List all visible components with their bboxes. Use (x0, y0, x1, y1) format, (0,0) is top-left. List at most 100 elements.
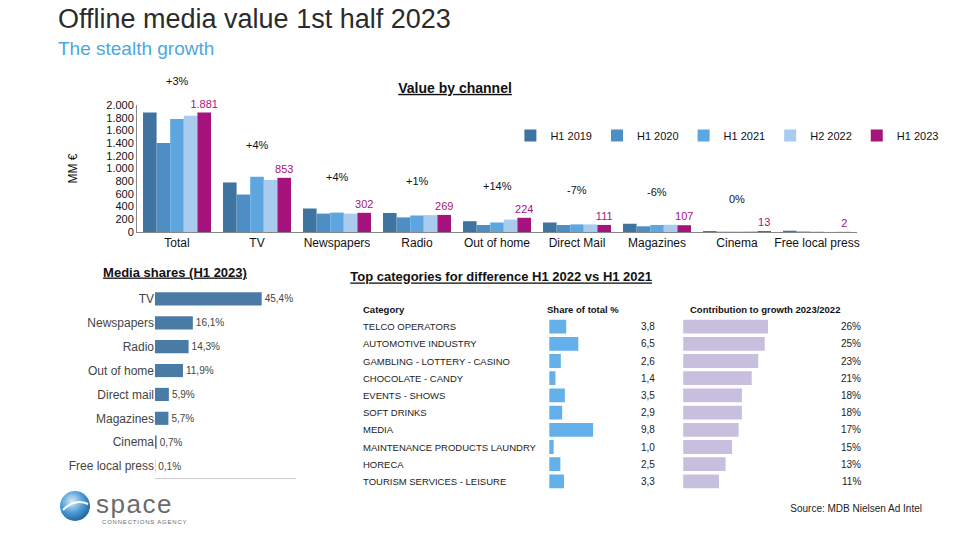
svg-text:2,9: 2,9 (641, 407, 655, 418)
svg-text:3,8: 3,8 (641, 321, 655, 332)
svg-text:Newspapers: Newspapers (87, 316, 154, 330)
svg-text:Free local press: Free local press (69, 459, 154, 473)
svg-text:14,3%: 14,3% (192, 341, 220, 352)
svg-text:3,5: 3,5 (641, 390, 655, 401)
svg-text:CHOCOLATE - CANDY: CHOCOLATE - CANDY (363, 373, 464, 384)
svg-text:1,0: 1,0 (641, 442, 655, 453)
svg-text:H1 2020: H1 2020 (637, 130, 679, 142)
svg-text:Radio: Radio (401, 236, 433, 250)
svg-text:space: space (96, 489, 173, 519)
svg-text:3,3: 3,3 (641, 476, 655, 487)
svg-text:Out of home: Out of home (464, 236, 530, 250)
svg-text:Radio: Radio (123, 340, 155, 354)
svg-text:H1 2019: H1 2019 (550, 130, 592, 142)
svg-text:-7%: -7% (567, 184, 587, 196)
svg-text:5,9%: 5,9% (172, 389, 195, 400)
svg-text:Contribution to growth 2023/20: Contribution to growth 2023/2022 (690, 304, 840, 315)
svg-text:25%: 25% (841, 338, 861, 349)
svg-text:1.600: 1.600 (106, 124, 134, 136)
svg-text:H2 2022: H2 2022 (810, 130, 852, 142)
svg-text:26%: 26% (841, 321, 861, 332)
svg-text:MM €: MM € (66, 153, 80, 183)
svg-text:6,5: 6,5 (641, 338, 655, 349)
svg-text:Total: Total (164, 236, 189, 250)
svg-text:0%: 0% (729, 193, 745, 205)
svg-text:224: 224 (515, 203, 533, 215)
svg-text:15%: 15% (841, 442, 861, 453)
svg-text:18%: 18% (841, 407, 861, 418)
svg-text:+14%: +14% (483, 180, 512, 192)
svg-text:2,5: 2,5 (641, 459, 655, 470)
svg-text:-6%: -6% (647, 186, 667, 198)
svg-text:5,7%: 5,7% (171, 413, 194, 424)
svg-text:H1 2021: H1 2021 (724, 130, 766, 142)
svg-text:800: 800 (115, 175, 133, 187)
svg-text:1.000: 1.000 (106, 162, 134, 174)
svg-text:Cinema: Cinema (716, 236, 758, 250)
svg-text:Cinema: Cinema (113, 435, 155, 449)
svg-text:45,4%: 45,4% (265, 293, 293, 304)
svg-text:MAINTENANCE PRODUCTS LAUNDRY: MAINTENANCE PRODUCTS LAUNDRY (363, 442, 537, 453)
html-text:Offline media value 1st half 2: Offline media value 1st half 2023 (58, 4, 451, 34)
svg-text:Out of home: Out of home (88, 364, 154, 378)
html-text:The stealth growth: The stealth growth (58, 38, 215, 59)
svg-text:Magazines: Magazines (628, 236, 686, 250)
svg-text:17%: 17% (841, 424, 861, 435)
svg-text:1.800: 1.800 (106, 112, 134, 124)
svg-text:1.400: 1.400 (106, 137, 134, 149)
svg-text:13%: 13% (841, 459, 861, 470)
svg-text:TV: TV (249, 236, 264, 250)
svg-text:1.200: 1.200 (106, 150, 134, 162)
svg-text:Top categories for difference: Top categories for difference H1 2022 vs… (350, 269, 652, 284)
svg-text:+4%: +4% (326, 171, 349, 183)
html-text:Source: MDB Nielsen Ad Intel: Source: MDB Nielsen Ad Intel (790, 503, 922, 514)
svg-text:HORECA: HORECA (363, 459, 404, 470)
svg-text:GAMBLING - LOTTERY - CASINO: GAMBLING - LOTTERY - CASINO (363, 356, 510, 367)
svg-text:600: 600 (115, 188, 133, 200)
svg-text:111: 111 (596, 210, 613, 222)
svg-text:+4%: +4% (246, 139, 269, 151)
svg-text:Direct mail: Direct mail (97, 388, 154, 402)
svg-text:MEDIA: MEDIA (363, 424, 394, 435)
svg-text:0,1%: 0,1% (158, 461, 181, 472)
svg-text:11%: 11% (842, 476, 861, 487)
svg-text:200: 200 (115, 213, 133, 225)
svg-text:Direct Mail: Direct Mail (549, 236, 606, 250)
svg-text:CONNECTIONS AGENCY: CONNECTIONS AGENCY (102, 519, 187, 525)
svg-text:302: 302 (355, 198, 373, 210)
svg-text:Value by channel: Value by channel (398, 80, 512, 96)
svg-text:21%: 21% (841, 373, 861, 384)
svg-text:H1 2023: H1 2023 (897, 130, 939, 142)
svg-text:9,8: 9,8 (641, 424, 655, 435)
svg-text:Category: Category (363, 304, 405, 315)
svg-text:Media shares (H1 2023): Media shares (H1 2023) (103, 265, 247, 280)
svg-text:1.881: 1.881 (190, 98, 218, 110)
svg-text:107: 107 (675, 210, 693, 222)
svg-text:16,1%: 16,1% (196, 317, 224, 328)
svg-text:853: 853 (275, 163, 293, 175)
svg-text:18%: 18% (841, 390, 861, 401)
svg-text:269: 269 (435, 200, 453, 212)
svg-text:2: 2 (841, 217, 847, 229)
svg-text:Share of total %: Share of total % (547, 304, 619, 315)
svg-text:11,9%: 11,9% (186, 365, 214, 376)
svg-text:Free local press: Free local press (774, 236, 859, 250)
svg-text:0,7%: 0,7% (160, 437, 183, 448)
svg-text:2.000: 2.000 (106, 99, 134, 111)
svg-text:EVENTS - SHOWS: EVENTS - SHOWS (363, 390, 445, 401)
svg-text:TELCO OPERATORS: TELCO OPERATORS (363, 321, 456, 332)
svg-text:0: 0 (128, 226, 134, 238)
svg-text:SOFT DRINKS: SOFT DRINKS (363, 407, 427, 418)
svg-text:13: 13 (758, 216, 770, 228)
svg-text:23%: 23% (841, 356, 861, 367)
svg-text:+3%: +3% (166, 75, 189, 87)
svg-text:Newspapers: Newspapers (304, 236, 371, 250)
svg-text:AUTOMOTIVE INDUSTRY: AUTOMOTIVE INDUSTRY (363, 338, 477, 349)
svg-text:TV: TV (139, 292, 154, 306)
svg-text:1,4: 1,4 (641, 373, 655, 384)
svg-text:+1%: +1% (406, 175, 429, 187)
svg-text:2,6: 2,6 (641, 356, 655, 367)
svg-text:TOURISM SERVICES - LEISURE: TOURISM SERVICES - LEISURE (363, 476, 506, 487)
svg-text:Magazines: Magazines (96, 412, 154, 426)
svg-text:400: 400 (115, 200, 133, 212)
